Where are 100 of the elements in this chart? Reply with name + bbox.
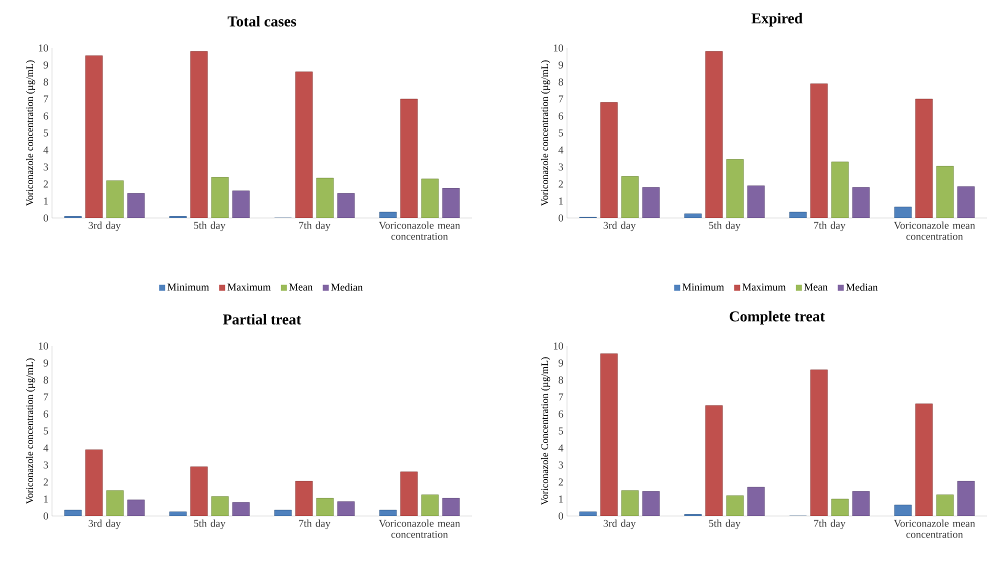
y-axis-title: Voriconazole concentration (µg/mL)	[26, 358, 36, 504]
bar	[621, 490, 639, 516]
y-axis-title: Voriconazole concentration (µg/mL)	[26, 60, 36, 206]
bar	[726, 495, 744, 516]
legend-label: Maximum	[742, 284, 786, 291]
bar	[106, 180, 124, 218]
bar	[810, 370, 828, 516]
y-tick-label: 3	[44, 163, 48, 171]
y-tick-label: 7	[44, 96, 48, 102]
bar	[421, 494, 439, 516]
y-tick-label: 3	[44, 461, 48, 469]
y-tick-label: 10	[38, 342, 48, 350]
y-axis-title: Voriconazole Concentration (µg/mL)	[541, 357, 550, 506]
x-tick-label: Voriconazole mean concentration	[894, 520, 976, 538]
legend-label: Mean	[289, 284, 313, 291]
y-tick-label: 5	[558, 428, 564, 434]
chart-title: Partial treat	[223, 314, 302, 324]
chart-title: Complete treat	[730, 310, 825, 324]
bar	[190, 466, 208, 516]
y-tick-label: 10	[554, 44, 564, 52]
bar	[400, 98, 418, 218]
x-tick-label: 3rd day	[604, 222, 636, 232]
legend-label: Maximum	[227, 284, 271, 291]
y-tick-label: 4	[43, 146, 48, 154]
y-tick-label: 6	[44, 410, 48, 418]
x-tick-label: 7th day	[299, 520, 330, 530]
y-tick-label: 10	[554, 342, 564, 350]
bar	[232, 190, 250, 218]
bar	[316, 498, 334, 516]
bar	[190, 51, 208, 218]
bar	[789, 212, 807, 218]
bar	[642, 187, 660, 218]
y-tick-label: 0	[44, 512, 48, 520]
x-tick-label: Voriconazole mean concentration	[378, 520, 460, 538]
bar	[295, 72, 313, 218]
bar	[106, 490, 124, 516]
bar	[747, 185, 765, 218]
y-tick-label: 2	[44, 180, 48, 188]
bar	[600, 102, 618, 218]
y-tick-label: 6	[558, 410, 564, 418]
bar	[211, 176, 229, 218]
y-tick-label: 7	[558, 96, 564, 102]
y-tick-label: 0	[44, 214, 48, 222]
bar	[600, 353, 618, 516]
y-tick-label: 8	[44, 78, 48, 86]
legend-label: Minimum	[682, 284, 724, 291]
x-tick-label: Voriconazole mean concentration	[378, 222, 460, 240]
y-tick-label: 8	[558, 376, 564, 384]
y-tick-label: 4	[43, 444, 48, 452]
y-tick-label: 1	[44, 198, 48, 204]
bar	[442, 188, 460, 218]
x-tick-label: 7th day	[299, 222, 330, 232]
y-tick-label: 9	[558, 359, 564, 367]
bar	[747, 486, 765, 516]
bar	[705, 51, 723, 218]
bar	[957, 186, 975, 218]
y-tick-label: 2	[558, 180, 563, 188]
x-tick-label: 5th day	[194, 222, 226, 232]
y-tick-label: 8	[558, 78, 564, 86]
bar	[915, 98, 933, 218]
bar	[684, 214, 702, 218]
bar	[852, 491, 870, 516]
y-tick-label: 2	[558, 478, 563, 486]
legend-label: Median	[846, 283, 878, 291]
legend-label: Median	[331, 283, 363, 291]
y-tick-label: 7	[44, 394, 48, 400]
y-tick-label: 5	[44, 428, 48, 434]
bar	[894, 206, 912, 218]
bar	[127, 500, 145, 516]
bar	[642, 491, 660, 516]
x-tick-label: Voriconazole mean concentration	[894, 222, 976, 240]
chart-title: Total cases	[228, 16, 296, 26]
bar	[295, 480, 313, 516]
y-tick-label: 3	[558, 461, 564, 469]
bar	[936, 166, 954, 218]
bar	[442, 498, 460, 516]
y-tick-label: 7	[558, 394, 564, 400]
y-tick-label: 0	[558, 214, 564, 222]
chart-title: Expired	[752, 12, 803, 26]
bar	[936, 494, 954, 516]
y-tick-label: 9	[44, 359, 48, 367]
y-tick-label: 4	[558, 146, 564, 154]
y-axis-title: Voriconazole concentration (µg/mL)	[541, 60, 550, 206]
y-tick-label: 3	[558, 163, 564, 171]
bar	[337, 193, 355, 218]
bar	[705, 405, 723, 516]
legend-label: Mean	[804, 284, 828, 291]
legend-label: Minimum	[167, 284, 209, 291]
x-tick-label: 5th day	[194, 520, 226, 530]
bar	[726, 159, 744, 218]
y-tick-label: 4	[558, 444, 564, 452]
x-tick-label: 3rd day	[88, 520, 121, 530]
y-tick-label: 8	[44, 376, 48, 384]
y-tick-label: 1	[559, 496, 563, 502]
y-tick-label: 0	[558, 512, 564, 520]
bar	[232, 502, 250, 516]
y-tick-label: 6	[558, 112, 564, 120]
x-tick-label: 5th day	[709, 222, 740, 232]
bar	[316, 178, 334, 218]
y-tick-label: 6	[44, 112, 48, 120]
